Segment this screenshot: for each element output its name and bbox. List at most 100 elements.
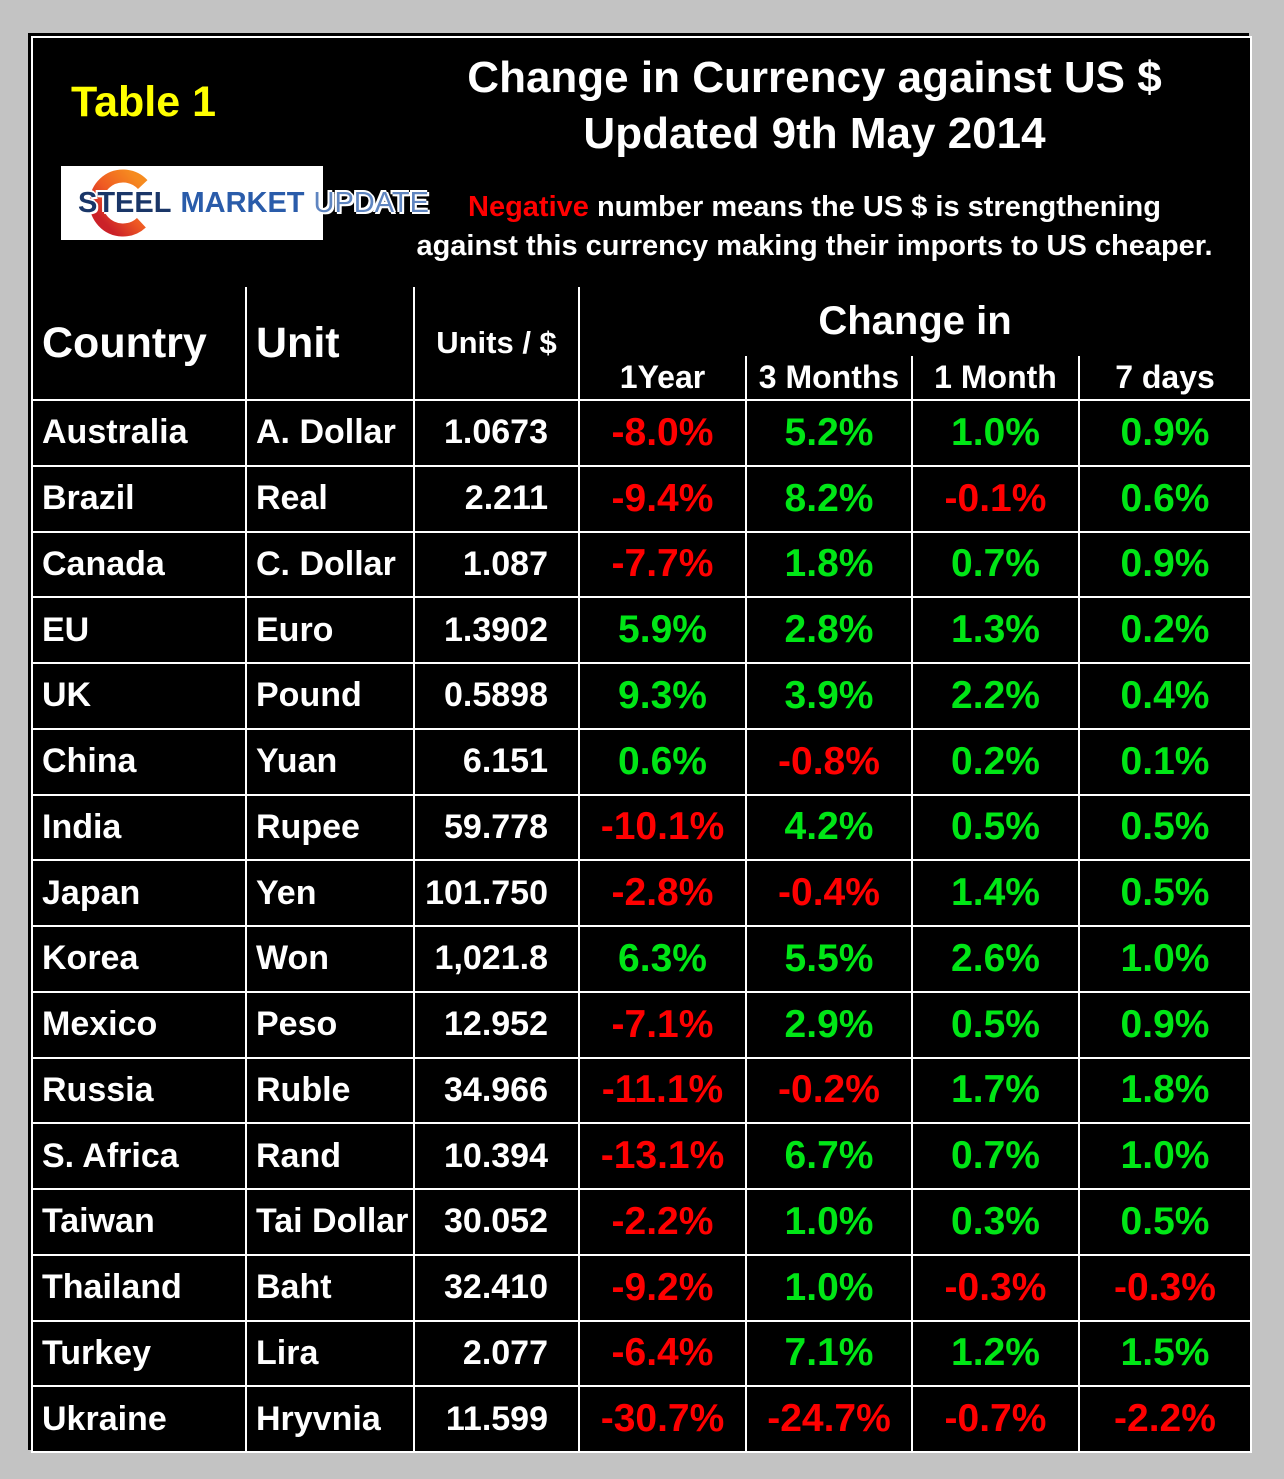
cell-country: EU [33,596,247,662]
cell-change-7days: 1.5% [1080,1319,1250,1386]
cell-change-3months: 3.9% [747,662,913,728]
cell-change-1year: -11.1% [580,1056,747,1123]
cell-unit: Rupee [247,793,415,860]
cell-change-1year: -7.7% [580,530,747,597]
cell-change-3months: 2.8% [747,596,913,662]
cell-unit: Ruble [247,1056,415,1123]
cell-change-1year: 0.6% [580,727,747,794]
cell-change-1month: 2.6% [913,925,1080,991]
cell-change-7days: 0.5% [1080,793,1250,860]
cell-change-7days: 0.6% [1080,464,1250,531]
cell-change-1month: 1.2% [913,1319,1080,1386]
currency-table: Country Unit Units / $ Change in 1Year 3… [33,287,1250,1451]
header-period-1year: 1Year [580,356,747,399]
cell-units-per-dollar: 10.394 [415,1122,580,1188]
cell-change-3months: 5.5% [747,925,913,991]
cell-change-7days: 0.9% [1080,990,1250,1057]
cell-change-7days: 0.9% [1080,399,1250,465]
cell-change-7days: 0.2% [1080,596,1250,662]
cell-country: Turkey [33,1319,247,1386]
cell-change-1year: -9.4% [580,464,747,531]
cell-change-3months: -0.2% [747,1056,913,1123]
cell-change-3months: 4.2% [747,793,913,860]
cell-change-7days: -0.3% [1080,1253,1250,1320]
cell-change-7days: 1.0% [1080,1122,1250,1188]
cell-country: China [33,727,247,794]
cell-unit: Yuan [247,727,415,794]
cell-change-3months: 6.7% [747,1122,913,1188]
cell-country: S. Africa [33,1122,247,1188]
cell-unit: Yen [247,859,415,925]
cell-units-per-dollar: 1,021.8 [415,925,580,991]
page-title-line1: Change in Currency against US $ [467,53,1162,102]
cell-change-7days: 1.8% [1080,1056,1250,1123]
cell-units-per-dollar: 1.3902 [415,596,580,662]
cell-units-per-dollar: 32.410 [415,1253,580,1320]
cell-unit: Lira [247,1319,415,1386]
cell-change-1month: 0.2% [913,727,1080,794]
cell-country: Ukraine [33,1385,247,1451]
note-line1: Negative number means the US $ is streng… [383,188,1246,227]
cell-country: Japan [33,859,247,925]
cell-unit: Peso [247,990,415,1057]
cell-units-per-dollar: 101.750 [415,859,580,925]
cell-change-1year: -9.2% [580,1253,747,1320]
logo-word-steel: STEEL [78,186,172,219]
header-period-1month: 1 Month [913,356,1080,399]
cell-change-3months: 1.0% [747,1188,913,1254]
cell-change-7days: 0.4% [1080,662,1250,728]
cell-country: Russia [33,1056,247,1123]
cell-change-3months: 8.2% [747,464,913,531]
cell-unit: A. Dollar [247,399,415,465]
page-title-line2: Updated 9th May 2014 [583,109,1046,158]
cell-unit: Hryvnia [247,1385,415,1451]
cell-unit: Pound [247,662,415,728]
note-highlight: Negative [468,191,589,223]
cell-change-1year: 6.3% [580,925,747,991]
cell-change-1year: -2.8% [580,859,747,925]
cell-change-1year: 5.9% [580,596,747,662]
header-period-7days: 7 days [1115,359,1215,395]
cell-change-1month: 1.7% [913,1056,1080,1123]
cell-unit: Baht [247,1253,415,1320]
cell-country: UK [33,662,247,728]
cell-unit: Euro [247,596,415,662]
cell-change-3months: 1.0% [747,1253,913,1320]
page-title: Change in Currency against US $ Updated … [383,50,1246,162]
logo-crescent-icon [89,169,157,237]
cell-country: Taiwan [33,1188,247,1254]
cell-units-per-dollar: 6.151 [415,727,580,794]
cell-change-1year: 9.3% [580,662,747,728]
cell-change-1year: -13.1% [580,1122,747,1188]
cell-unit: Rand [247,1122,415,1188]
cell-unit: C. Dollar [247,530,415,597]
table-label: Table 1 [71,78,216,126]
header-units-per-dollar: Units / $ [415,287,580,399]
cell-units-per-dollar: 12.952 [415,990,580,1057]
cell-country: Brazil [33,464,247,531]
cell-country: India [33,793,247,860]
header-change-in: Change in [818,299,1012,343]
cell-units-per-dollar: 59.778 [415,793,580,860]
cell-change-3months: 7.1% [747,1319,913,1386]
cell-change-3months: -24.7% [747,1385,913,1451]
cell-change-3months: 2.9% [747,990,913,1057]
cell-change-1month: 2.2% [913,662,1080,728]
cell-change-3months: -0.8% [747,727,913,794]
cell-units-per-dollar: 1.0673 [415,399,580,465]
note-line2: against this currency making their impor… [416,230,1213,262]
cell-change-1month: -0.3% [913,1253,1080,1320]
cell-change-1year: -7.1% [580,990,747,1057]
cell-change-1month: 1.4% [913,859,1080,925]
cell-units-per-dollar: 34.966 [415,1056,580,1123]
cell-country: Australia [33,399,247,465]
header-period-3months: 3 Months [747,356,913,399]
cell-change-3months: 5.2% [747,399,913,465]
cell-units-per-dollar: 0.5898 [415,662,580,728]
cell-change-1month: -0.1% [913,464,1080,531]
cell-units-per-dollar: 2.077 [415,1319,580,1386]
cell-unit: Won [247,925,415,991]
cell-units-per-dollar: 11.599 [415,1385,580,1451]
cell-change-7days: -2.2% [1080,1385,1250,1451]
cell-change-1month: 0.3% [913,1188,1080,1254]
